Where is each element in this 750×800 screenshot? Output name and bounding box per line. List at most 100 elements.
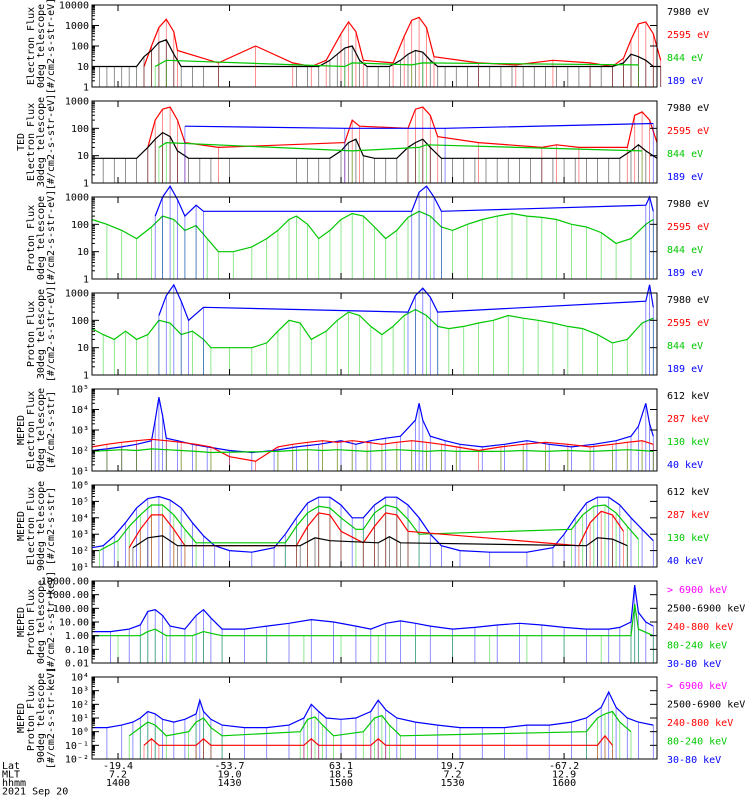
footer-row-label-3: 2021 Sep 20 [2,787,68,798]
y-tick-label: 100 [71,316,89,327]
y-axis-label-meped-p-0: MEPEDProton Flux0deg telescope[#/cm2-s-s… [16,571,57,673]
y-tick-label: 10² [71,546,89,557]
y-axis-label-meped-p-90: MEPEDProton Flux90deg telescope[#/cm2-s-… [16,667,57,769]
y-tick-label: 10⁴ [71,673,89,684]
y-axis-label-line: [#/cm2-s-str-eV] [46,286,57,382]
legend-entry-meped-e-0-2: 130 keV [667,437,709,448]
legend-entry-ted-e-0-2: 844 eV [667,53,703,64]
y-axis-label-line: [#/cm2-s-str-eV] [46,190,57,286]
y-axis-label-meped-e-0: MEPEDElectron Flux0deg telescope[#/cm2-s… [16,388,57,472]
y-tick-label: 1000 [65,193,89,204]
y-axis-label-line: Proton Flux [26,301,37,367]
y-axis-label-line: Proton Flux [26,589,37,655]
series-ted-p-30-0 [91,308,654,349]
legend-entry-meped-p-90-0: > 6900 keV [667,681,727,692]
legend-entry-ted-p-30-0: 7980 eV [667,295,709,306]
y-axis-label-line: MEPED [16,607,27,637]
plot-frame-ted-p-0 [91,196,658,280]
series-ted-e-30-2 [158,141,643,152]
footer-hhmm-0: 1400 [106,778,130,789]
y-axis-label-ted-p-0: Proton Flux0deg telescope[#/cm2-s-str-eV… [26,190,57,286]
legend-entry-ted-e-30-3: 189 eV [667,172,703,183]
y-axis-label-line: Electron Flux [26,103,37,181]
series-ted-p-0-0 [91,210,654,253]
y-tick-label: 10⁴ [71,405,89,416]
y-tick-label: 10¹ [71,563,89,574]
legend-entry-ted-e-30-1: 2595 eV [667,126,709,137]
y-tick-label: 100.00 [53,604,89,615]
legend-entry-meped-e-90-1: 287 keV [667,510,709,521]
legend-entry-meped-p-90-4: 30-80 keV [667,755,721,766]
legend-entry-meped-p-90-2: 240-800 keV [667,718,733,729]
y-tick-label: 10000.00 [41,577,89,588]
y-tick-label: 10² [71,700,89,711]
panel-ted-p-0: 1 10 100 1000 Proton Flux0deg telescope[#/cm… [26,184,709,286]
y-axis-label-line: [#/cm2-s-str-eV] [46,0,57,94]
y-tick-label: 10² [71,446,89,457]
y-axis-label-line: Proton Flux [26,685,37,751]
y-tick-label: 1 [83,83,89,94]
y-axis-label-line: 30deg telescope [36,97,47,187]
y-tick-label: 10³ [71,426,89,437]
footer-mlt-2: 18.5 [329,770,353,781]
y-tick-label: 100 [71,42,89,53]
series-meped-p-90-1 [128,710,632,737]
panel-meped-e-0: 10¹ 10² 10³ 10⁴ 10⁵ MEPEDElectron Flux0deg te… [16,385,709,478]
y-axis-label-line: [#/cm2-s-str] [46,487,57,565]
panel-meped-p-0: 0.010.101.0010.00100.001000.0010000.00ME… [16,571,745,673]
footer-lat-1: -53.7 [214,761,244,772]
y-tick-label: 10³ [71,530,89,541]
plot-frame-ted-e-30 [91,100,658,184]
legend-entry-meped-e-0-3: 40 keV [667,460,703,471]
plot-frame-meped-e-0 [91,388,658,472]
y-tick-label: 10⁻² [65,755,89,766]
y-axis-label-line: 0deg telescope [36,580,47,664]
y-axis-label-line: [#/cm2-s-str-keV] [46,571,57,673]
y-tick-label: 10000 [59,1,89,12]
panel-meped-p-90: 10⁻² 10⁻¹ 10⁰ 10¹ 10² 10³ 10⁴ MEPEDProton Flux9… [16,667,745,769]
y-axis-label-line: [#/cm2-s-str-keV] [46,667,57,769]
legend-entry-meped-p-0-3: 80-240 keV [667,641,727,652]
legend-entry-meped-p-0-1: 2500-6900 keV [667,604,745,615]
y-axis-label-line: 90deg telescope [36,673,47,763]
series-ted-e-30-0 [147,106,658,149]
plot-frame-ted-p-30 [91,292,658,376]
y-axis-label-line: TED [16,133,27,151]
y-tick-label: 10³ [71,686,89,697]
footer-row-label-1: MLT [2,770,20,781]
footer-hhmm-4: 1600 [552,778,576,789]
series-meped-e-90-0 [91,495,654,553]
y-axis-label-line: MEPED [16,703,27,733]
y-tick-label: 0.01 [65,659,89,670]
y-axis-label-line: MEPED [16,415,27,445]
series-ted-e-0-0 [143,16,662,68]
series-meped-p-0-1 [92,604,654,637]
legend-entry-ted-e-0-1: 2595 eV [667,30,709,41]
y-axis-label-line: MEPED [16,511,27,541]
legend-entry-meped-e-0-0: 612 keV [667,391,709,402]
y-tick-label: 1000 [65,97,89,108]
legend-entry-ted-p-30-3: 189 eV [667,364,703,375]
legend-entry-ted-p-30-1: 2595 eV [667,318,709,329]
footer-lat-0: -19.4 [103,761,133,772]
legend-entry-meped-p-0-2: 240-800 keV [667,622,733,633]
y-tick-label: 1 [83,371,89,382]
y-tick-label: 1000 [65,289,89,300]
legend-entry-meped-p-90-1: 2500-6900 keV [667,700,745,711]
series-meped-p-90-0 [92,690,654,729]
footer-mlt-0: 7.2 [109,770,127,781]
y-axis-label-line: Electron Flux [26,7,37,85]
y-axis-label-line: Electron Flux [26,391,37,469]
panel-ted-e-30: 1 10 100 1000 TEDElectron Flux30deg telescop… [16,94,709,190]
legend-entry-ted-p-0-0: 7980 eV [667,199,709,210]
legend-entry-meped-p-0-4: 30-80 keV [667,659,721,670]
footer-mlt-1: 19.0 [217,770,241,781]
series-meped-e-90-3 [132,535,628,549]
legend-entry-ted-e-0-3: 189 eV [667,76,703,87]
y-tick-label: 1 [83,179,89,190]
series-meped-e-0-1 [91,438,654,462]
y-tick-label: 10⁴ [71,513,89,524]
series-meped-p-0-0 [92,585,654,633]
y-tick-label: 10.00 [59,618,89,629]
